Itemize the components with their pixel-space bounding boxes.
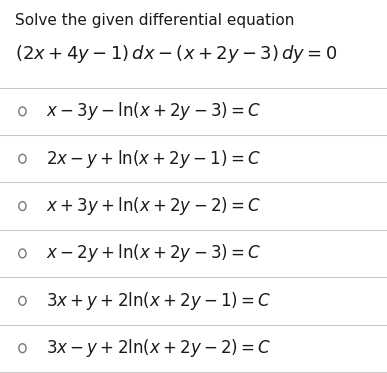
Text: $3x - y + 2\ln(x + 2y - 2) = C$: $3x - y + 2\ln(x + 2y - 2) = C$ [46,337,271,359]
Text: $x - 3y - \ln(x + 2y - 3) = C$: $x - 3y - \ln(x + 2y - 3) = C$ [46,100,261,122]
Text: $2x - y + \ln(x + 2y - 1) = C$: $2x - y + \ln(x + 2y - 1) = C$ [46,148,260,170]
Text: Solve the given differential equation: Solve the given differential equation [15,13,294,28]
Text: $x - 2y + \ln(x + 2y - 3) = C$: $x - 2y + \ln(x + 2y - 3) = C$ [46,242,261,264]
Text: $(2x + 4y - 1)\,dx - (x + 2y - 3)\,dy = 0$: $(2x + 4y - 1)\,dx - (x + 2y - 3)\,dy = … [15,43,337,65]
Text: $x + 3y + \ln(x + 2y - 2) = C$: $x + 3y + \ln(x + 2y - 2) = C$ [46,195,261,217]
Text: $3x + y + 2\ln(x + 2y - 1) = C$: $3x + y + 2\ln(x + 2y - 1) = C$ [46,290,271,312]
